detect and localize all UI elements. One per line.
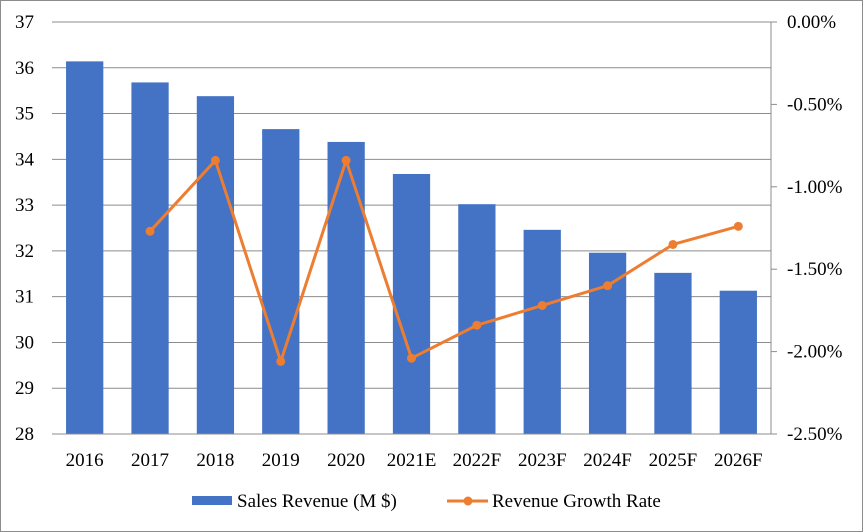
gridlines (52, 21, 771, 389)
legend-label-sales-revenue: Sales Revenue (M $) (237, 491, 397, 512)
x-axis-tick-label: 2019 (262, 450, 300, 471)
right-axis-tick-label: -1.50% (787, 259, 843, 280)
right-axis-tick-label: -1.00% (787, 177, 843, 198)
bar-series (66, 61, 757, 434)
bar (196, 96, 235, 434)
left-axis-tick-label: 33 (15, 195, 34, 216)
growth-rate-point (407, 353, 416, 363)
bar (458, 204, 496, 434)
growth-rate-point (668, 239, 678, 249)
growth-rate-point (341, 155, 351, 165)
x-axis-tick-label: 2021E (387, 450, 437, 471)
growth-rate-point (210, 155, 220, 165)
bar (66, 61, 104, 434)
right-axis-tick-label: -0.50% (787, 94, 843, 115)
left-axis-tick-label: 32 (15, 241, 34, 262)
x-axis-tick-label: 2018 (196, 450, 234, 471)
axes (52, 21, 777, 435)
growth-rate-point (145, 226, 155, 236)
legend-label-growth-rate: Revenue Growth Rate (492, 491, 661, 512)
x-axis-tick-label: 2023F (518, 450, 567, 471)
bar (588, 252, 627, 434)
left-axis-tick-label: 37 (15, 12, 34, 33)
left-axis-tick-label: 36 (15, 58, 34, 79)
x-axis-tick-label: 2020 (327, 450, 365, 471)
x-axis-tick-label: 2022F (453, 450, 502, 471)
growth-rate-point (472, 320, 482, 330)
line-series (145, 155, 743, 366)
growth-rate-line (148, 158, 739, 363)
legend-swatch-sales-revenue (192, 496, 232, 505)
x-axis-tick-label: 2026F (714, 450, 763, 471)
right-axis-tick-label: 0.00% (787, 12, 836, 33)
growth-rate-point (537, 300, 547, 310)
left-axis-tick-label: 34 (15, 149, 35, 170)
bar (654, 272, 692, 434)
right-axis-tick-label: -2.50% (787, 424, 843, 445)
bar (719, 290, 757, 434)
right-axis-tick-label: -2.00% (787, 342, 843, 363)
bar (392, 173, 431, 434)
left-axis-tick-label: 29 (15, 378, 34, 399)
right-axis-ticks: -2.50% -2.00% -1.50% -1.00% -0.50% 0.00% (787, 12, 843, 445)
bar (327, 141, 365, 434)
left-axis-ticks: 28 29 30 31 32 33 34 35 36 37 (15, 12, 35, 445)
bar (523, 229, 561, 434)
growth-rate-point (276, 356, 286, 366)
legend-marker-growth-rate (463, 496, 473, 506)
left-axis-tick-label: 35 (15, 104, 34, 125)
legend: Sales Revenue (M $) Revenue Growth Rate (192, 491, 661, 512)
growth-rate-point (733, 221, 743, 231)
x-axis-tick-label: 2017 (131, 450, 169, 471)
x-axis-ticks: 2016 2017 2018 2019 2020 2021E 2022F 2023F 2024F… (66, 450, 763, 471)
left-axis-tick-label: 30 (15, 332, 34, 353)
x-axis-tick-label: 2025F (649, 450, 698, 471)
growth-rate-point (603, 281, 613, 291)
x-axis-tick-label: 2024F (583, 450, 632, 471)
x-axis-tick-label: 2016 (66, 450, 104, 471)
bar (262, 129, 300, 434)
left-axis-tick-label: 31 (15, 287, 34, 308)
left-axis-tick-label: 28 (15, 424, 34, 445)
bar (131, 82, 169, 434)
